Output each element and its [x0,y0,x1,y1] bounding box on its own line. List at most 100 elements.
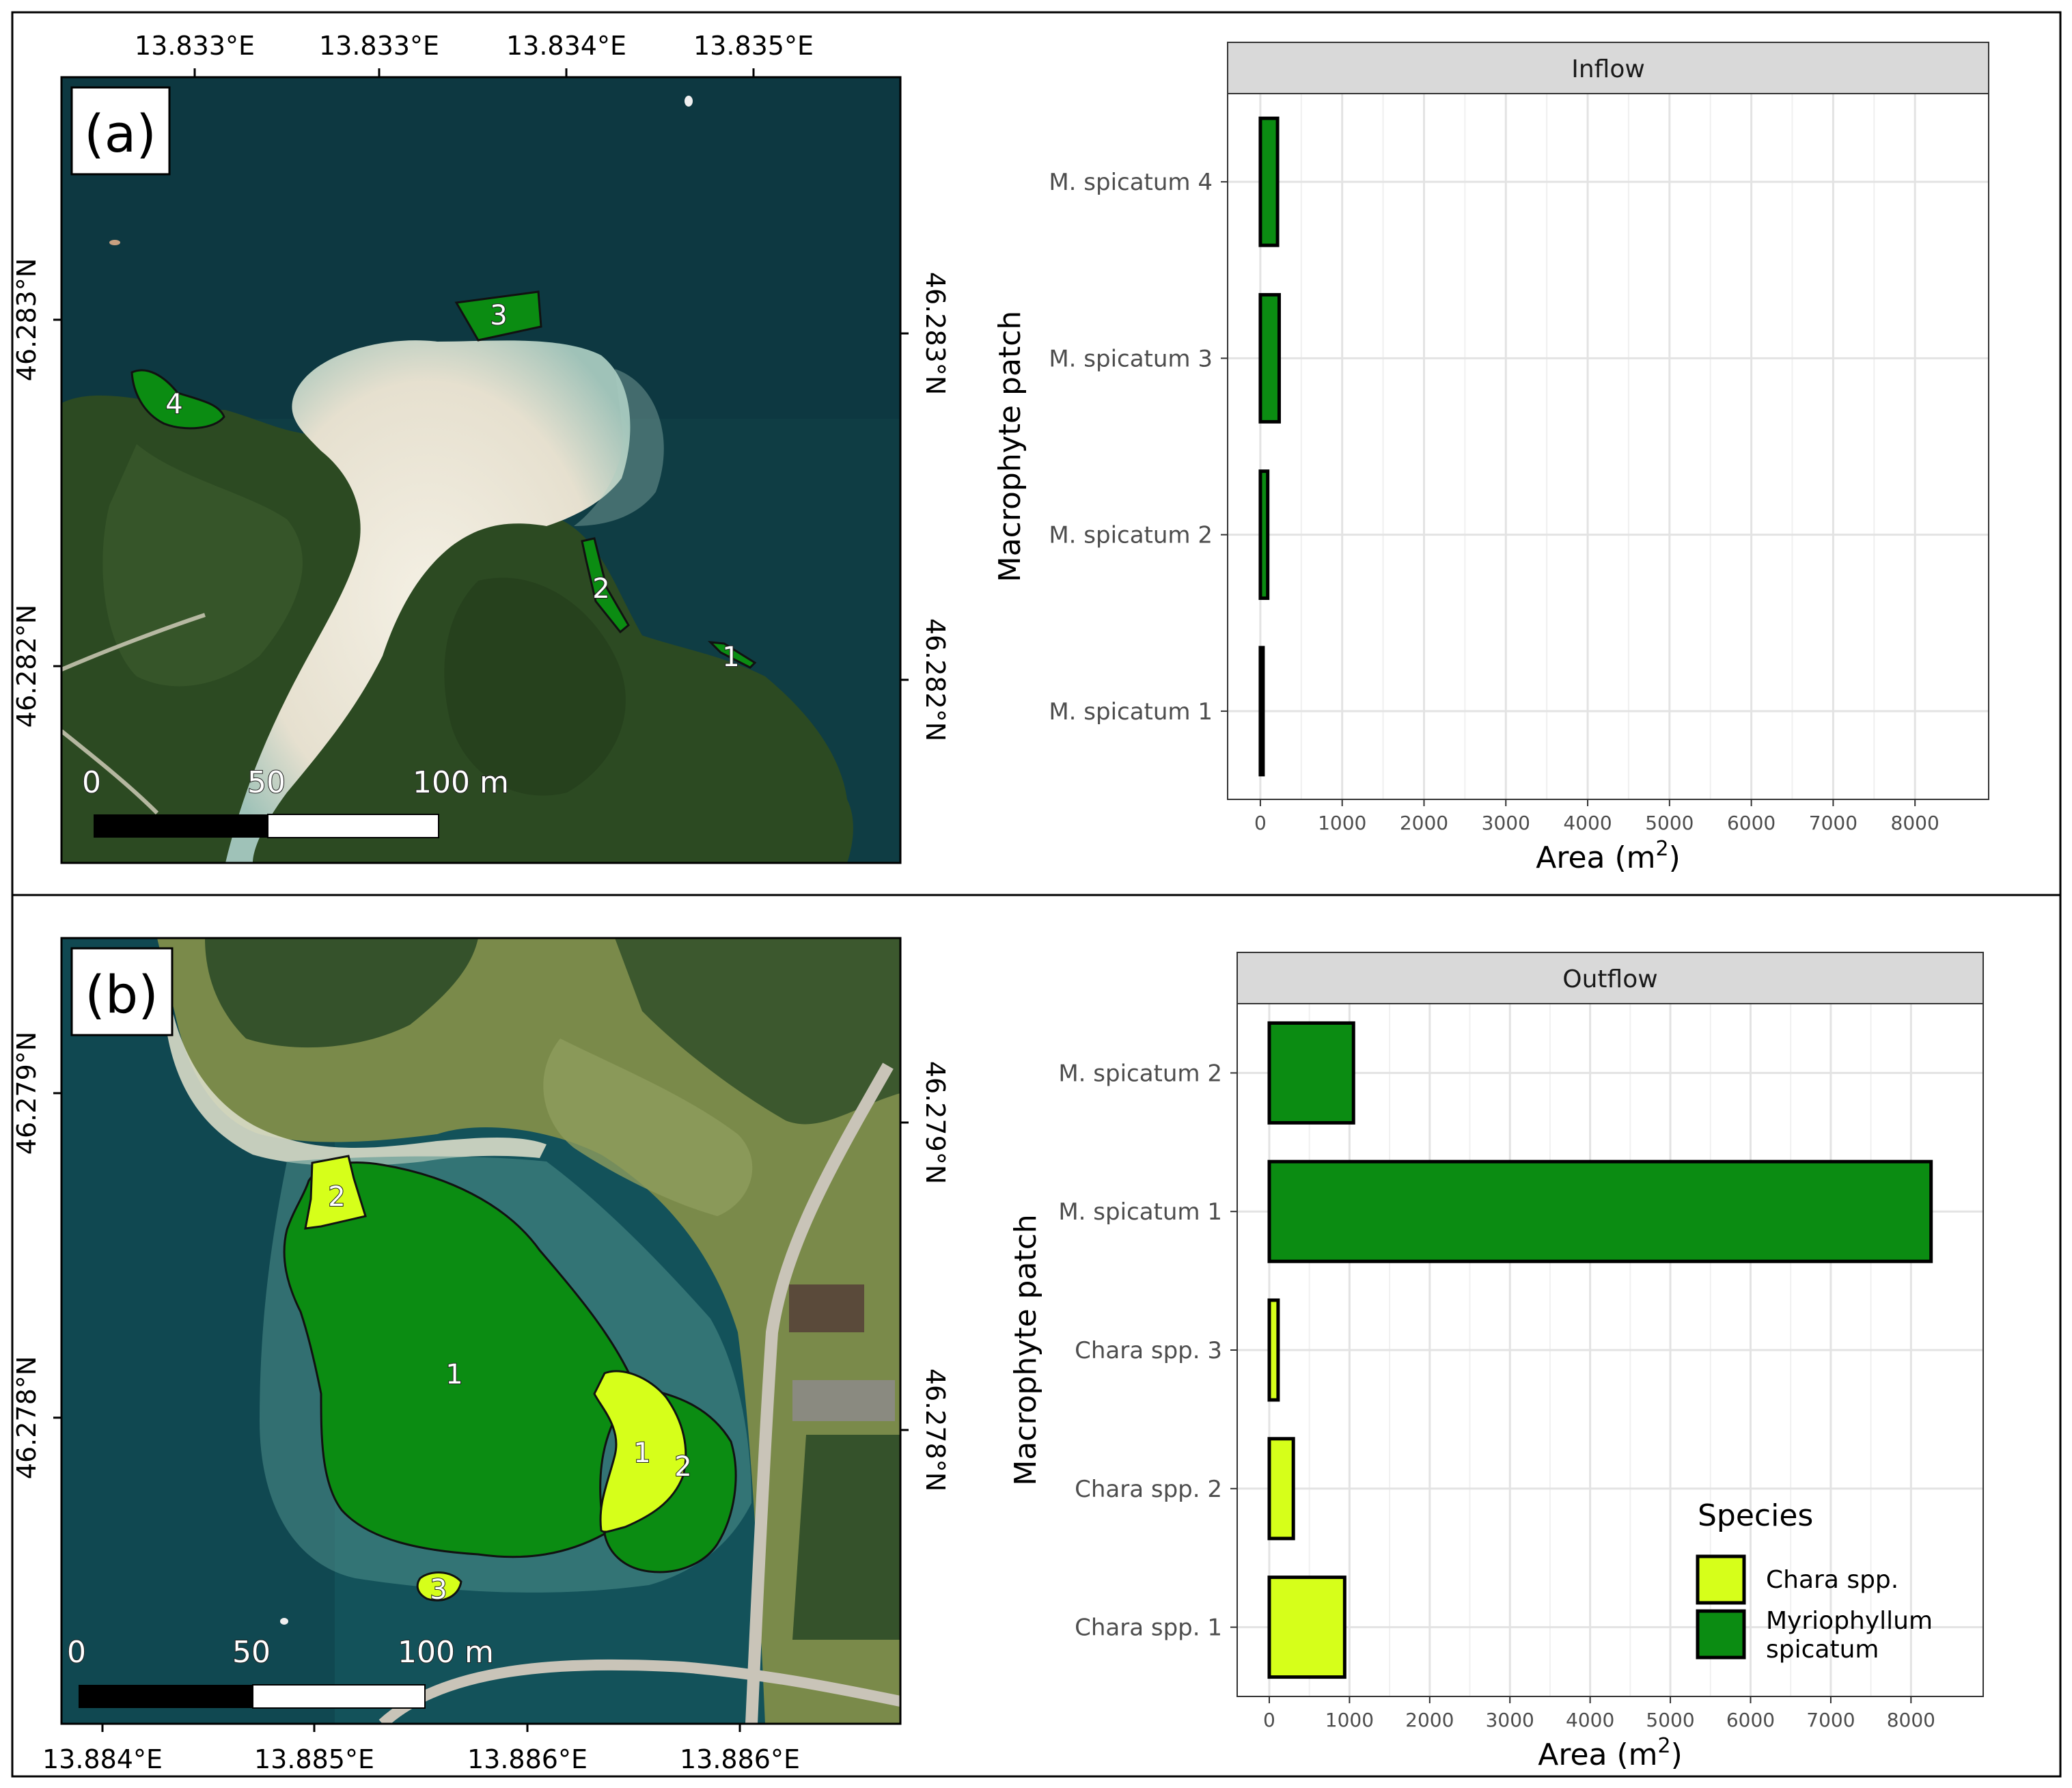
map-a-beach [225,340,631,863]
map-a-scale-zero: 0 [82,765,101,800]
x-tick-label: 5000 [1646,1709,1694,1731]
map-a-lon-tick: 13.834°E [506,31,626,61]
x-axis-title-end: ) [1671,1737,1683,1772]
facet-label: Outflow [1562,965,1657,993]
map-b-lat-tick: 46.278°N [12,1356,42,1479]
map-b-patch-label: 1 [633,1438,650,1469]
y-tick-label: M. spicatum 1 [1049,698,1213,726]
legend-key [1696,1554,1746,1605]
x-tick-label: 6000 [1726,1709,1775,1731]
map-b-patch-label: 3 [430,1574,447,1606]
x-tick-label: 5000 [1645,812,1694,834]
x-axis-title-sup: 2 [1658,1734,1671,1758]
map-b: 1 2 3 1 2 0 50 100 m (b) [12,937,950,1774]
map-b-lat-tick: 46.278°N [920,1368,950,1491]
y-tick-label: M. spicatum 3 [1049,345,1213,372]
y-axis-title: Macrophyte patch [993,311,1027,583]
map-a-patch-label: 2 [592,573,609,605]
legend-label: Chara spp. [1766,1566,1898,1594]
map-b-scale-mid: 50 [232,1635,271,1670]
x-tick-label: 0 [1254,812,1267,834]
map-b-chara-1 [593,1370,687,1533]
y-tick-label: M. spicatum 1 [1058,1198,1222,1226]
map-b-scale-end: 100 m [398,1635,494,1670]
x-tick-label: 3000 [1486,1709,1534,1731]
x-tick-label: 4000 [1566,1709,1614,1731]
y-tick-label: M. spicatum 2 [1058,1060,1222,1087]
panel-a-label: (a) [84,103,156,164]
y-tick-label: Chara spp. 1 [1075,1614,1222,1642]
map-b-myrio-1 [283,1161,637,1558]
map-b-patch-label: 1 [445,1359,462,1390]
x-tick-label: 8000 [1887,1709,1935,1731]
x-axis-title-end: ) [1669,840,1681,875]
x-tick-label: 7000 [1806,1709,1855,1731]
map-a-patch-label: 4 [165,389,182,420]
bar [1267,1298,1280,1402]
x-tick-label: 4000 [1563,812,1612,834]
x-tick-label: 2000 [1405,1709,1454,1731]
legend-label: spicatum [1766,1636,1879,1664]
x-axis-title-main: Area (m [1536,840,1655,875]
x-tick-label: 7000 [1809,812,1857,834]
x-tick-label: 2000 [1400,812,1448,834]
map-b-lon-tick: 13.885°E [254,1744,374,1774]
frame-bottom [11,894,2062,1778]
panel-a-label-box [70,86,171,176]
map-b-lat-tick: 46.279°N [920,1061,950,1184]
chart-outflow: Outflow 0 1000 2000 3000 4000 5000 6000 7000 8000… [1008,952,1984,1772]
legend-label: Myriophyllum [1766,1607,1933,1635]
facet-strip [1227,42,1989,94]
x-tick-label: 3000 [1482,812,1530,834]
bar [1258,646,1265,777]
y-tick-label: Chara spp. 2 [1075,1476,1222,1503]
bar [1258,469,1270,601]
bar [1258,116,1280,247]
y-tick-label: Chara spp. 3 [1075,1337,1222,1364]
map-a-lat-tick: 46.283°N [12,258,42,381]
map-b-chara-3 [416,1571,462,1601]
legend-title: Species [1698,1498,1813,1533]
plot-border [1227,93,1989,800]
map-a-scale-end: 100 m [413,765,509,800]
facet-strip [1237,952,1984,1004]
map-a-patch-3 [454,290,542,342]
map-a-lat-tick: 46.282°N [920,618,950,741]
map-a-scale-black [94,814,268,838]
x-tick-label: 1000 [1325,1709,1374,1731]
x-tick-label: 8000 [1891,812,1939,834]
plot-area [1228,94,1989,799]
bar [1267,1021,1355,1125]
x-tick-label: 0 [1263,1709,1275,1731]
map-b-chara-2 [304,1155,367,1230]
map-a-patch-4 [130,369,225,430]
map-b-lon-tick: 13.886°E [680,1744,800,1774]
x-tick-label: 6000 [1727,812,1776,834]
legend-key [1696,1609,1746,1660]
chart-inflow: Inflow 0 1000 2000 3000 4000 5000 6000 7000 8000 M… [993,42,1989,875]
map-b-lon-tick: 13.884°E [42,1744,163,1774]
map-a-scale-white [267,814,439,838]
map-a-lat-tick: 46.282°N [12,605,42,728]
map-b-scale-white [252,1684,426,1709]
map-b-patch-label: 2 [674,1451,691,1483]
map-b-patch-label: 2 [328,1181,345,1213]
y-tick-label: M. spicatum 4 [1049,169,1213,196]
x-axis-title-main: Area (m [1538,1737,1657,1772]
map-a: 1 2 3 4 0 50 100 m (a) [12,31,950,864]
y-axis-title: Macrophyte patch [1008,1214,1043,1486]
map-a-lat-tick: 46.283°N [920,272,950,395]
map-a-lon-tick: 13.833°E [135,31,255,61]
map-a-patch-label: 3 [490,300,507,331]
bar [1267,1159,1933,1263]
x-axis-title: Area (m2) [1536,837,1681,875]
bar [1267,1437,1295,1541]
x-axis-title: Area (m2) [1538,1734,1683,1772]
bar [1258,292,1281,424]
map-b-scale-black [79,1685,253,1708]
x-axis-title-sup: 2 [1656,837,1669,861]
y-tick-label: M. spicatum 2 [1049,522,1213,549]
map-b-lat-tick: 46.279°N [12,1032,42,1155]
map-b-scale-zero: 0 [67,1635,86,1670]
